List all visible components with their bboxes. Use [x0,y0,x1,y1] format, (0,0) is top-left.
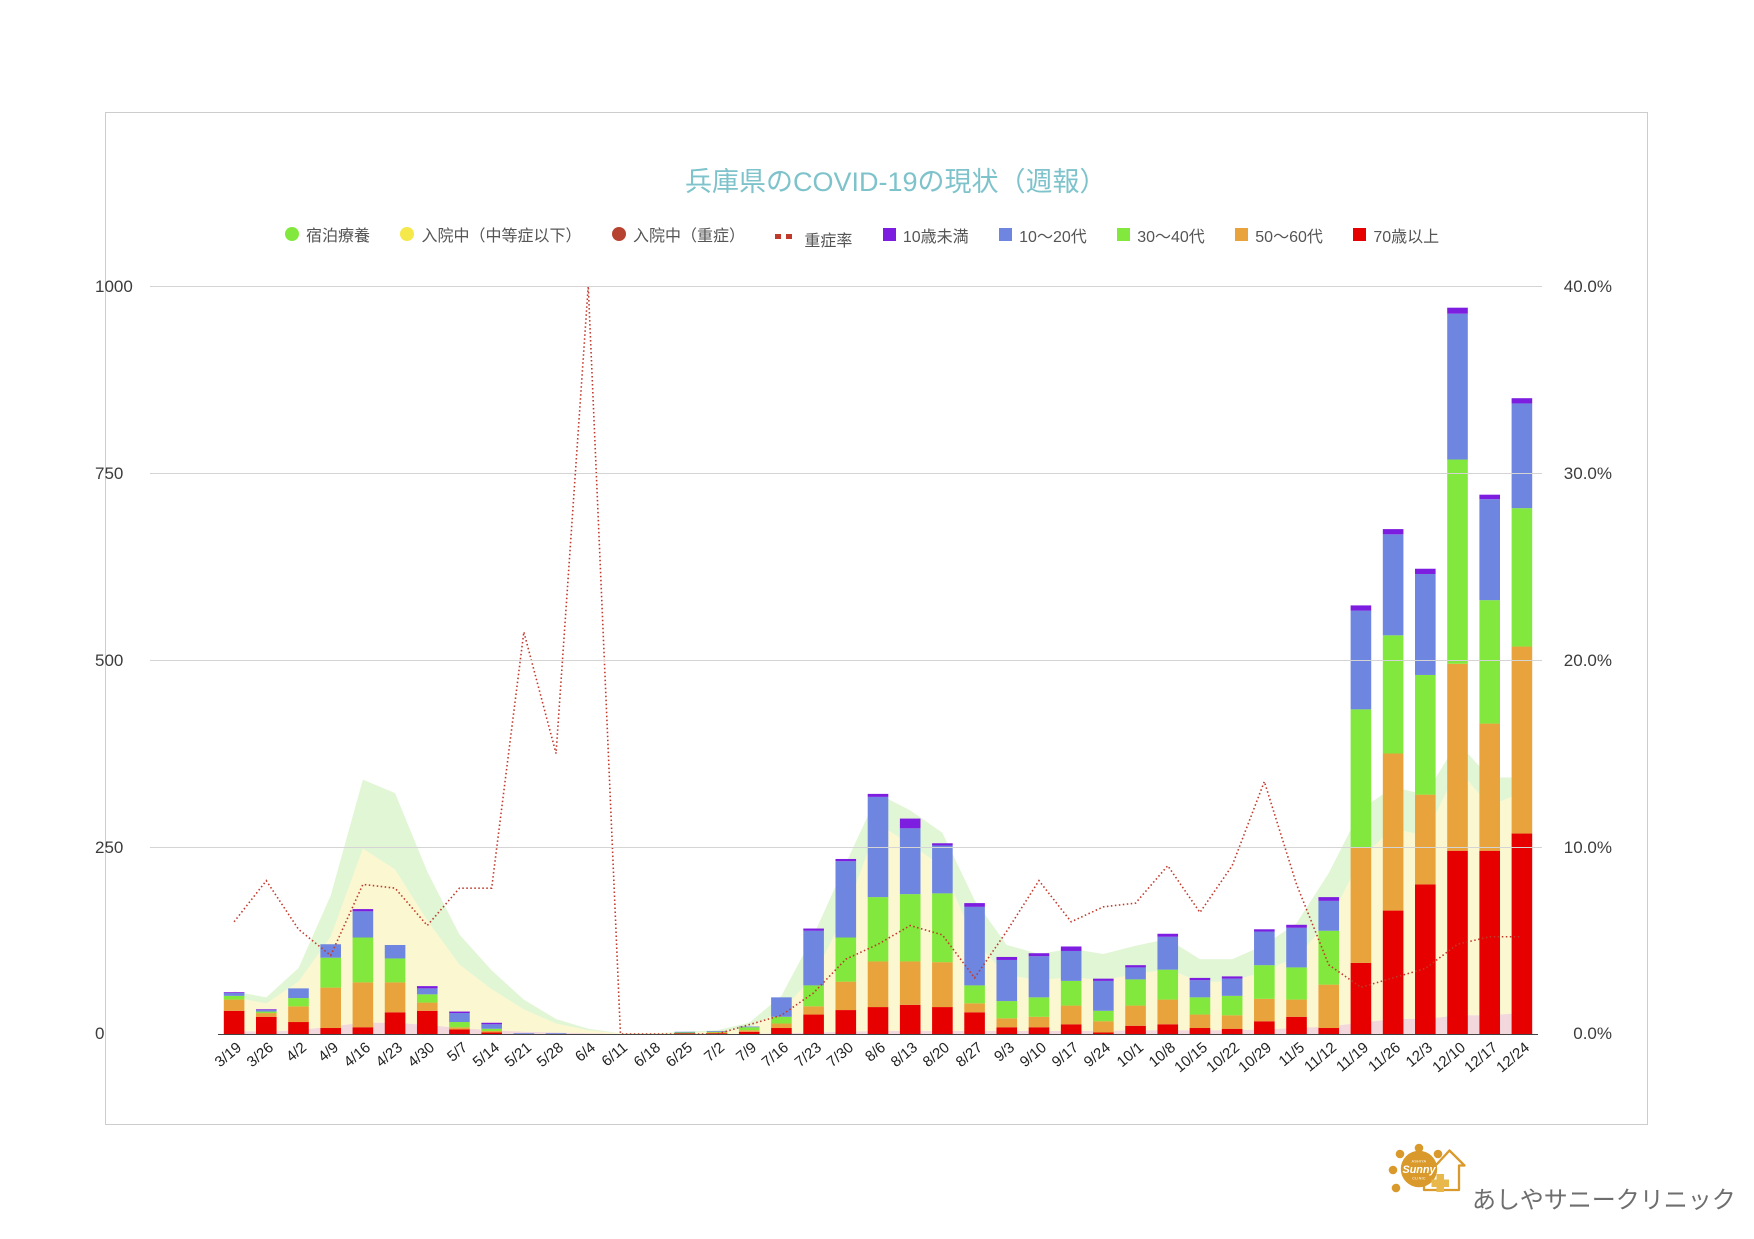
svg-text:ASHIYA: ASHIYA [1412,1160,1427,1164]
svg-text:CLINIC: CLINIC [1412,1177,1426,1181]
svg-text:Sunny: Sunny [1403,1164,1437,1176]
